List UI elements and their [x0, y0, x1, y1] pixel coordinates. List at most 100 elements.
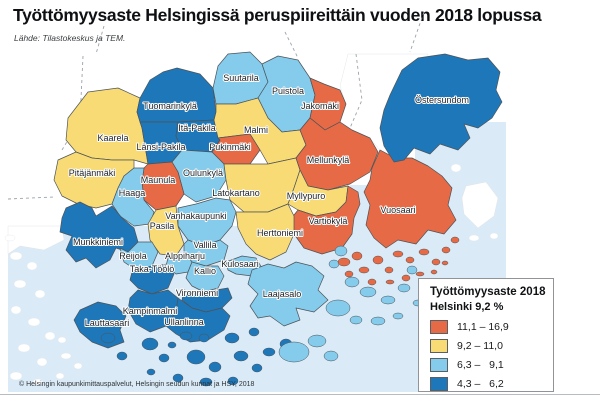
legend-label: 9,2 – 11,0: [457, 340, 503, 352]
island: [60, 352, 72, 360]
legend-items: 11,1 – 16,9 9,2 – 11,0 6,3 – 9,1 4,3 – 6,2: [430, 320, 547, 391]
district-island: [384, 266, 394, 274]
source-note: Lähde: Tilastokeskus ja TEM.: [14, 33, 126, 43]
district-island: [262, 347, 276, 357]
district-label-reijola: Reijola: [119, 251, 147, 261]
district-label-lauttasaari: Lauttasaari: [85, 318, 130, 328]
district-label-laajasalo: Laajasalo: [263, 289, 302, 299]
district-island: [406, 265, 418, 275]
district-island: [199, 377, 213, 387]
district-island: [405, 256, 415, 264]
district-island: [172, 373, 184, 383]
district-label-kaarela: Kaarela: [97, 133, 128, 143]
legend-label: 4,3 – 6,2: [457, 378, 504, 390]
district-vuosaari: [363, 149, 457, 249]
district-island: [367, 278, 377, 286]
district-label-malmi: Malmi: [244, 125, 268, 135]
district-island: [392, 312, 404, 320]
district-island: [415, 271, 425, 277]
district-island: [431, 258, 441, 266]
district-ostersundom: [379, 53, 503, 163]
district-island: [401, 274, 411, 282]
island: [10, 305, 22, 315]
district-label-suutarila: Suutarila: [223, 73, 259, 83]
municipal-border: [349, 53, 363, 129]
district-island: [334, 245, 348, 257]
district-island: [385, 279, 395, 285]
district-island: [392, 250, 404, 258]
island: [27, 317, 41, 327]
legend-label: 11,1 – 16,9: [457, 321, 509, 333]
district-island: [233, 350, 249, 362]
island: [32, 378, 44, 386]
district-island: [323, 350, 339, 362]
district-island: [441, 260, 449, 266]
district-label-vuosaari: Vuosaari: [380, 205, 415, 215]
legend-item: 4,3 – 6,2: [430, 377, 547, 391]
district-island: [100, 332, 116, 344]
municipal-border: [95, 25, 105, 55]
district-island: [351, 251, 363, 261]
district-island: [441, 246, 451, 254]
district-label-pukinmaki: Pukinmäki: [209, 142, 251, 152]
district-island: [418, 248, 430, 256]
district-label-kallio: Kallio: [194, 266, 216, 276]
district-island: [328, 259, 340, 269]
district-island: [141, 337, 159, 351]
legend-item: 6,3 – 9,1: [430, 358, 547, 372]
island: [73, 362, 83, 370]
district-island: [349, 315, 363, 325]
island: [34, 289, 46, 299]
district-label-pasila: Pasila: [150, 221, 175, 231]
island: [9, 371, 23, 381]
district-island: [208, 361, 222, 373]
district-tuomarinkyla: [136, 67, 217, 123]
island: [450, 163, 462, 173]
district-island: [325, 299, 351, 317]
district-reijola: [119, 241, 159, 271]
sipoo-island: [461, 181, 499, 229]
district-vartiokyla: [289, 185, 361, 255]
district-haaga: [111, 167, 155, 227]
district-ullanlinna: [165, 297, 231, 343]
district-island: [307, 334, 327, 348]
district-label-jakomaki: Jakomäki: [301, 101, 339, 111]
district-island: [397, 283, 411, 293]
district-herttoniemi: [235, 203, 295, 261]
district-label-ita-pakila: Itä-Pakila: [178, 123, 216, 133]
island: [17, 343, 31, 353]
district-island: [198, 333, 210, 343]
district-island: [224, 332, 240, 344]
island: [36, 357, 48, 367]
municipal-border: [409, 11, 425, 53]
district-label-taka-toolo: Taka-Töölö: [130, 264, 175, 274]
district-island: [227, 376, 239, 386]
district-label-oulunkyla: Oulunkylä: [183, 168, 223, 178]
district-island: [344, 270, 354, 278]
district-label-latokartano: Latokartano: [212, 188, 260, 198]
district-label-vanhakaupunki: Vanhakaupunki: [165, 211, 226, 221]
district-island: [251, 363, 263, 373]
district-island: [344, 276, 360, 288]
district-mellunkyla: [295, 117, 379, 191]
district-label-myllypuro: Myllypuro: [287, 191, 326, 201]
district-vanhakaupunki: [177, 197, 237, 247]
bottom-divider: [0, 394, 600, 395]
island: [468, 234, 480, 242]
district-label-vallila: Vallila: [193, 240, 216, 250]
legend-item: 11,1 – 16,9: [430, 320, 547, 334]
legend: Työttömyysaste 2018 Helsinki 9,2 % 11,1 …: [418, 278, 554, 392]
district-label-ostersundom: Östersundom: [415, 95, 469, 105]
district-label-lansi-pakila: Länsi-Pakila: [136, 142, 185, 152]
district-island: [167, 341, 177, 349]
district-island: [116, 351, 128, 361]
district-taka-toolo: [129, 263, 175, 295]
district-island: [430, 269, 438, 275]
district-label-maunula: Maunula: [141, 175, 176, 185]
district-island: [380, 295, 396, 305]
district-label-haaga: Haaga: [119, 188, 146, 198]
district-island: [158, 353, 170, 363]
district-label-kampinmalmi: Kampinmalmi: [123, 306, 178, 316]
district-kallio: [185, 261, 225, 293]
island: [57, 336, 67, 344]
